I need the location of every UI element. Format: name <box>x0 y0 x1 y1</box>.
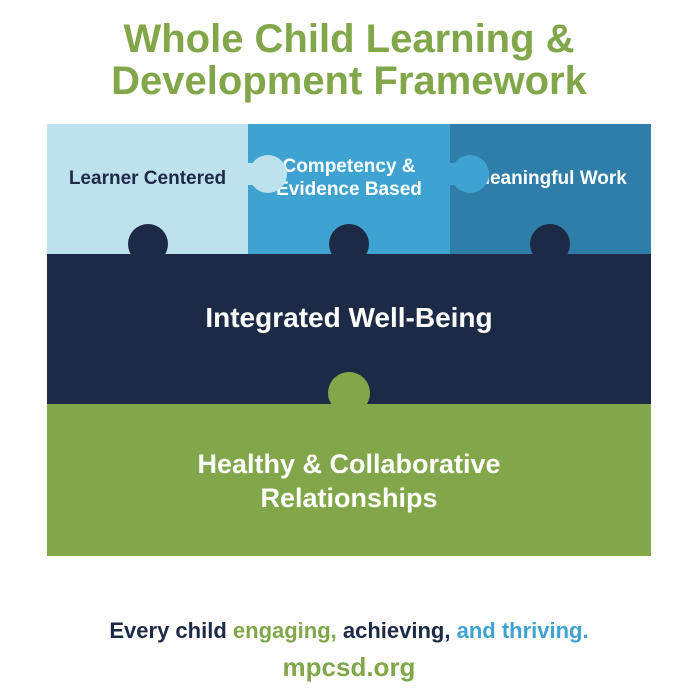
middle-top-knob-2 <box>530 224 570 264</box>
middle-label: Integrated Well-Being <box>47 302 651 334</box>
page-title: Whole Child Learning & Development Frame… <box>0 0 698 102</box>
title-line-2: Development Framework <box>111 59 587 103</box>
site-url: mpcsd.org <box>0 652 698 683</box>
tagline-seg-3: and thriving. <box>451 618 589 643</box>
bottom-label: Healthy & Collaborative Relationships <box>47 448 651 516</box>
top-piece-label-0: Learner Centered <box>47 124 248 210</box>
tagline-seg-1: engaging, <box>233 618 337 643</box>
tagline-seg-0: Every child <box>109 618 233 643</box>
middle-top-knob-0 <box>128 224 168 264</box>
tagline: Every child engaging, achieving, and thr… <box>0 618 698 644</box>
side-knob-1 <box>451 155 489 193</box>
middle-top-knob-1 <box>329 224 369 264</box>
title-line-1: Whole Child Learning & <box>123 17 574 61</box>
tagline-seg-2: achieving, <box>337 618 451 643</box>
bottom-top-knob <box>328 372 370 414</box>
side-knob-0 <box>249 155 287 193</box>
puzzle-diagram: Learner CenteredCompetency & Evidence Ba… <box>47 124 651 556</box>
